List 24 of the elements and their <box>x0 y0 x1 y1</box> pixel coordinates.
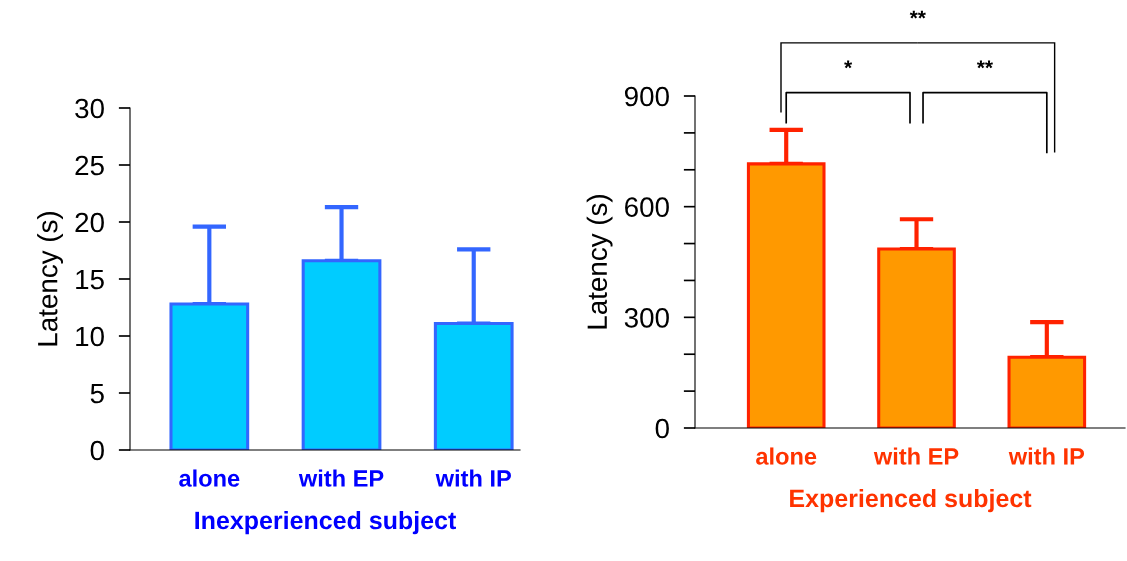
x-tick-label: alone <box>756 447 817 465</box>
text: ** <box>909 10 926 19</box>
y-tick-label: 0 <box>655 418 669 439</box>
x-tick-label: with IP <box>435 469 511 487</box>
y-axis-title: Latency (s) <box>586 195 613 329</box>
y-tick-label: 0 <box>90 440 104 461</box>
x-axis-title: Experienced subject <box>790 488 1032 513</box>
y-tick-label: 30 <box>75 98 104 119</box>
x-axis-title: Inexperienced subject <box>195 510 456 535</box>
y-tick-label: 25 <box>75 155 104 176</box>
y-tick-label: 5 <box>90 383 104 404</box>
y-tick-label: 600 <box>625 197 669 218</box>
y-axis-title: Latency (s) <box>37 212 63 346</box>
y-tick-label: 10 <box>76 326 104 347</box>
x-tick-label: with EP <box>298 469 384 487</box>
x-tick-label: alone <box>179 469 240 487</box>
x-tick-label: with IP <box>1008 447 1085 465</box>
y-tick-label: 15 <box>76 269 104 290</box>
y-tick-label: 900 <box>624 86 669 107</box>
text: ** <box>976 60 994 69</box>
text: * <box>844 60 853 69</box>
y-tick-label: 300 <box>624 308 669 328</box>
y-tick-label: 20 <box>75 212 104 233</box>
x-tick-label: with EP <box>873 447 959 465</box>
